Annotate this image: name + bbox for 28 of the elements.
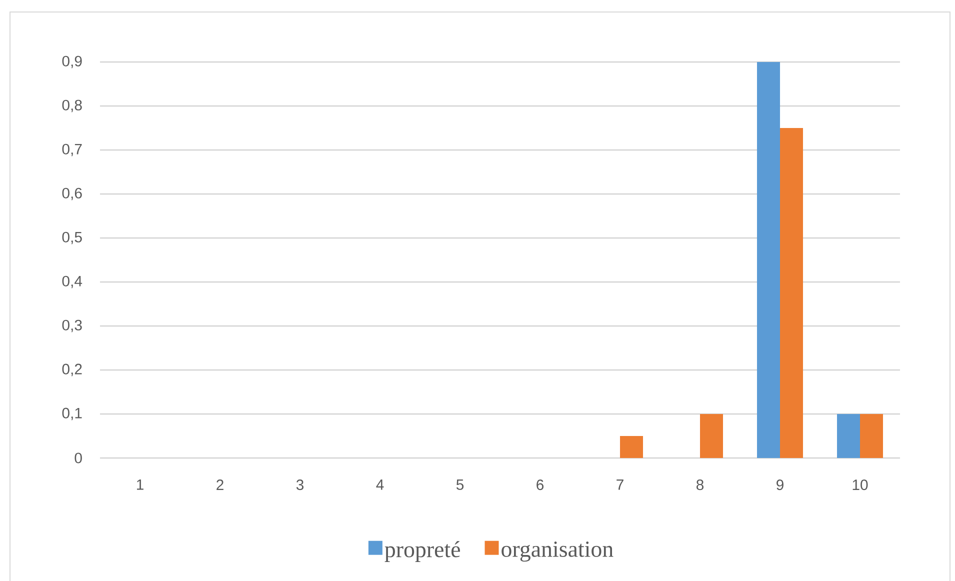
bar <box>620 436 644 458</box>
legend-label: organisation <box>502 542 614 562</box>
x-tick-label: 4 <box>376 480 384 490</box>
bar <box>700 414 724 458</box>
x-tick-label: 9 <box>776 480 784 490</box>
bar <box>757 62 780 458</box>
x-tick-label: 2 <box>216 480 224 490</box>
y-tick-label: 0,9 <box>62 56 82 68</box>
y-tick-label: 0,1 <box>62 408 82 420</box>
y-tick-label: 0 <box>74 452 82 464</box>
x-tick-label: 1 <box>136 480 144 490</box>
bar <box>860 414 884 458</box>
x-tick-label: 3 <box>296 480 304 490</box>
y-tick-label: 0,4 <box>62 276 82 288</box>
x-tick-label: 5 <box>456 480 464 490</box>
bar <box>780 128 804 458</box>
y-tick-label: 0,7 <box>62 144 82 156</box>
bar <box>837 414 860 458</box>
x-tick-label: 6 <box>536 480 544 490</box>
y-tick-label: 0,5 <box>62 232 82 244</box>
x-tick-label: 8 <box>696 480 704 490</box>
legend-label: propreté <box>384 541 460 562</box>
x-tick-label: 7 <box>616 480 624 490</box>
y-tick-label: 0,6 <box>62 188 82 200</box>
y-tick-label: 0,2 <box>62 364 82 376</box>
x-tick-label: 10 <box>852 480 868 490</box>
y-tick-label: 0,8 <box>62 100 82 112</box>
y-tick-label: 0,3 <box>62 320 82 332</box>
